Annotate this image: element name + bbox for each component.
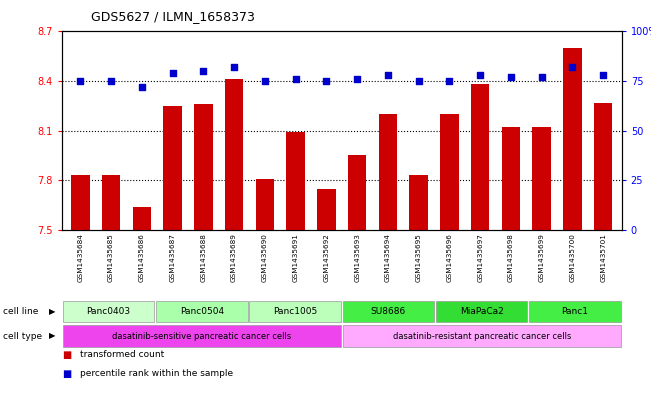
Text: GDS5627 / ILMN_1658373: GDS5627 / ILMN_1658373 <box>91 10 255 23</box>
Bar <box>440 114 459 393</box>
Point <box>137 84 147 90</box>
Text: MiaPaCa2: MiaPaCa2 <box>460 307 504 316</box>
Point <box>352 76 363 82</box>
Bar <box>502 127 520 393</box>
Text: GSM1435700: GSM1435700 <box>570 233 575 282</box>
Text: ■: ■ <box>62 369 71 379</box>
Text: Panc0504: Panc0504 <box>180 307 224 316</box>
Bar <box>133 207 151 393</box>
Bar <box>71 175 90 393</box>
Text: GSM1435687: GSM1435687 <box>170 233 176 282</box>
Text: GSM1435693: GSM1435693 <box>354 233 360 282</box>
Text: GSM1435695: GSM1435695 <box>416 233 422 282</box>
Bar <box>194 104 213 393</box>
Bar <box>163 106 182 393</box>
Text: GSM1435697: GSM1435697 <box>477 233 483 282</box>
Bar <box>62 325 341 347</box>
Text: GSM1435694: GSM1435694 <box>385 233 391 282</box>
Text: Panc1005: Panc1005 <box>273 307 317 316</box>
Point <box>75 78 85 84</box>
Point <box>444 78 454 84</box>
Point <box>229 64 240 70</box>
Bar <box>436 301 527 322</box>
Bar <box>249 301 341 322</box>
Text: GSM1435690: GSM1435690 <box>262 233 268 282</box>
Text: dasatinib-resistant pancreatic cancer cells: dasatinib-resistant pancreatic cancer ce… <box>393 332 571 340</box>
Text: SU8686: SU8686 <box>371 307 406 316</box>
Point <box>475 72 486 78</box>
Point <box>321 78 331 84</box>
Point <box>506 74 516 80</box>
Text: GSM1435686: GSM1435686 <box>139 233 145 282</box>
Point <box>598 72 609 78</box>
Point <box>536 74 547 80</box>
Text: Panc1: Panc1 <box>562 307 589 316</box>
Text: percentile rank within the sample: percentile rank within the sample <box>80 369 233 378</box>
Text: ▶: ▶ <box>49 307 55 316</box>
Bar <box>102 175 120 393</box>
Text: GSM1435684: GSM1435684 <box>77 233 83 282</box>
Text: GSM1435701: GSM1435701 <box>600 233 606 282</box>
Text: GSM1435688: GSM1435688 <box>201 233 206 282</box>
Bar <box>286 132 305 393</box>
Text: GSM1435696: GSM1435696 <box>447 233 452 282</box>
Point <box>290 76 301 82</box>
Text: GSM1435689: GSM1435689 <box>231 233 237 282</box>
Bar <box>379 114 397 393</box>
Text: GSM1435692: GSM1435692 <box>324 233 329 282</box>
Point <box>260 78 270 84</box>
Text: cell type: cell type <box>3 332 42 340</box>
Point <box>198 68 208 74</box>
Text: GSM1435699: GSM1435699 <box>539 233 545 282</box>
Bar <box>256 179 274 393</box>
Bar <box>594 103 613 393</box>
Text: dasatinib-sensitive pancreatic cancer cells: dasatinib-sensitive pancreatic cancer ce… <box>112 332 292 340</box>
Point <box>413 78 424 84</box>
Bar <box>62 301 154 322</box>
Text: ▶: ▶ <box>49 332 55 340</box>
Bar <box>342 325 621 347</box>
Point <box>167 70 178 76</box>
Bar <box>348 156 367 393</box>
Bar <box>409 175 428 393</box>
Bar <box>529 301 621 322</box>
Text: GSM1435691: GSM1435691 <box>293 233 299 282</box>
Point <box>106 78 117 84</box>
Text: ■: ■ <box>62 350 71 360</box>
Bar <box>317 189 336 393</box>
Text: cell line: cell line <box>3 307 38 316</box>
Text: Panc0403: Panc0403 <box>87 307 131 316</box>
Bar <box>156 301 247 322</box>
Bar <box>563 48 582 393</box>
Bar <box>225 79 243 393</box>
Bar <box>471 84 490 393</box>
Text: GSM1435698: GSM1435698 <box>508 233 514 282</box>
Bar <box>342 301 434 322</box>
Point <box>383 72 393 78</box>
Text: transformed count: transformed count <box>80 350 164 359</box>
Text: GSM1435685: GSM1435685 <box>108 233 114 282</box>
Point <box>567 64 577 70</box>
Bar <box>533 127 551 393</box>
